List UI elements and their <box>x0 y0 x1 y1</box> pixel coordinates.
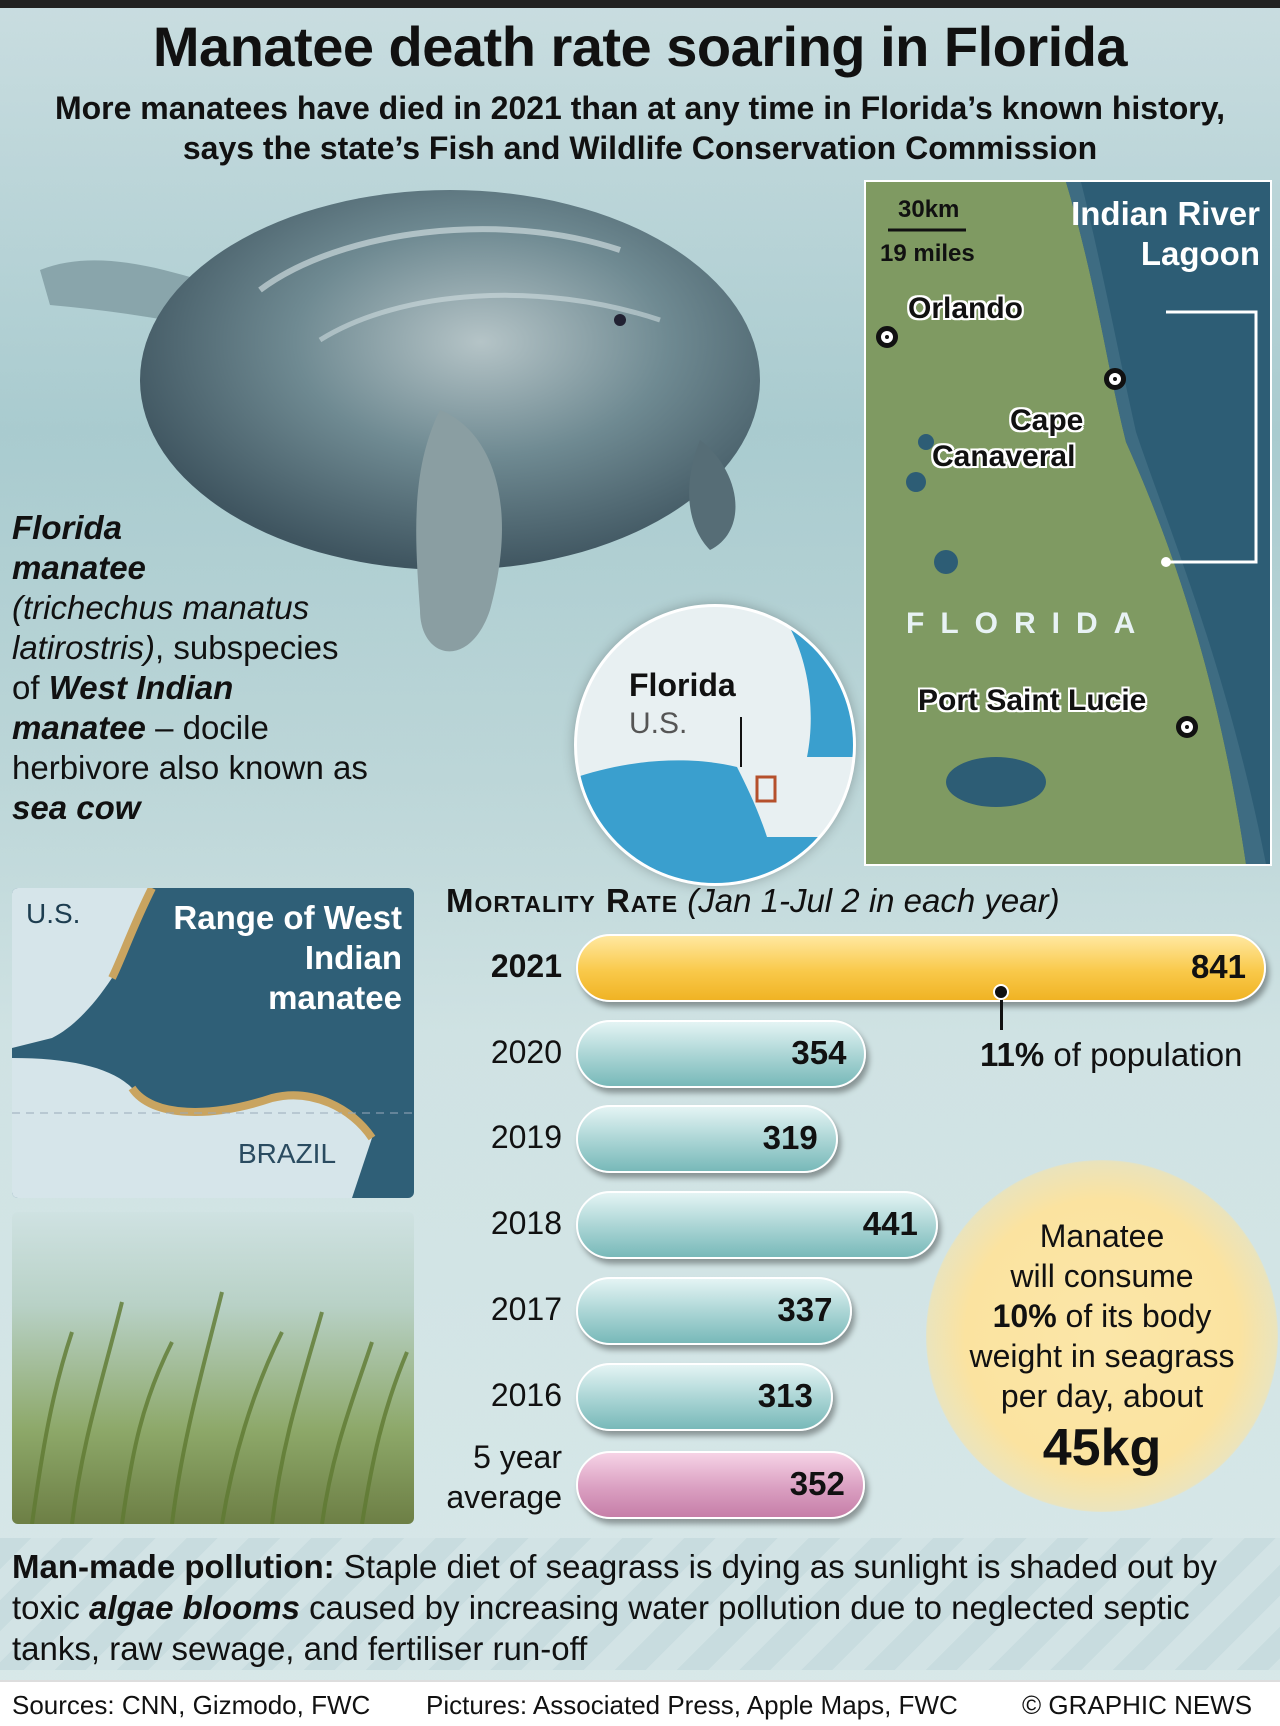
species-name-2: manatee <box>12 549 146 586</box>
species-latin: (trichechus manatus latirostris) <box>12 589 310 666</box>
pollution-t2: caused by increasing water pollution due… <box>12 1589 1190 1667</box>
seagrass-photo <box>12 1212 414 1524</box>
consume-text: Manatee will consume 10% of its body wei… <box>944 1216 1260 1416</box>
bar <box>576 934 1266 1002</box>
cape-dot <box>1104 368 1126 390</box>
florida-map-label: FLORIDA <box>906 607 1152 640</box>
port-label: Port Saint Lucie <box>918 684 1147 717</box>
chart-title-main: Mortality Rate <box>446 882 679 919</box>
year-label: 5 year average <box>446 1439 562 1515</box>
species-sub-1: subspecies of <box>12 629 339 706</box>
range-us-label: U.S. <box>26 898 81 929</box>
species-description: Florida manatee (trichechus manatus lati… <box>12 508 372 828</box>
bar-value-label: 319 <box>762 1119 818 1156</box>
locator-globe: Florida U.S. <box>574 604 856 886</box>
bar <box>576 1451 865 1519</box>
footer-credit: © GRAPHIC NEWS <box>1022 1690 1253 1720</box>
bar-value-label: 354 <box>791 1034 847 1071</box>
footer: Sources: CNN, Gizmodo, FWC Pictures: Ass… <box>0 1680 1280 1726</box>
bar <box>576 1020 867 1088</box>
cape-label-2: Canaveral <box>932 440 1076 473</box>
cape-label-1: Cape <box>1010 404 1084 437</box>
callout-percent: 11% <box>980 1036 1045 1073</box>
year-label: 2018 <box>490 1205 562 1241</box>
bar-value-label: 337 <box>777 1291 833 1328</box>
footer-pictures: Pictures: Associated Press, Apple Maps, … <box>426 1690 958 1720</box>
year-label: 2019 <box>490 1119 562 1155</box>
species-sub-name: West Indian manatee <box>12 669 234 746</box>
page-subtitle: More manatees have died in 2021 than at … <box>54 90 1226 166</box>
range-map: U.S. Range of West Indian manatee BRAZIL <box>12 888 414 1198</box>
bar-value-label: 441 <box>862 1205 918 1242</box>
population-callout: 11% of population <box>980 1036 1270 1074</box>
species-sub-2: – docile herbivore also known as <box>12 709 368 786</box>
map-terrain <box>866 182 1266 864</box>
pollution-lead: Man-made pollution: <box>12 1548 335 1585</box>
chart-title: Mortality Rate (Jan 1-Jul 2 in each year… <box>446 882 1060 920</box>
scale-miles: 19 miles <box>880 240 975 267</box>
bar <box>576 1191 938 1259</box>
range-brazil-label: BRAZIL <box>238 1138 337 1169</box>
bar-value-label: 313 <box>757 1377 813 1414</box>
bar <box>576 1105 838 1173</box>
consume-bubble <box>926 1160 1278 1512</box>
bar <box>576 1277 853 1345</box>
year-label: 2017 <box>490 1291 562 1327</box>
year-label: 2021 <box>490 948 562 984</box>
consume-amount: 45kg <box>1042 1419 1162 1477</box>
chart-title-sub: (Jan 1-Jul 2 in each year) <box>687 882 1060 919</box>
globe-ocean <box>577 607 853 883</box>
bar <box>576 1363 833 1431</box>
consume-l5: per day, about <box>1000 1378 1204 1414</box>
manatee-photo <box>40 190 760 652</box>
callout-dot <box>993 984 1009 1000</box>
port-dot <box>1176 716 1198 738</box>
callout-text: of population <box>1044 1036 1243 1073</box>
species-comma: , <box>155 629 165 666</box>
globe-florida-label: Florida <box>629 667 736 703</box>
pollution-panel <box>0 1538 1280 1670</box>
page-title: Manatee death rate soaring in Florida <box>152 15 1128 78</box>
consume-l2: will consume <box>1010 1258 1194 1294</box>
top-bar <box>0 0 1280 8</box>
orlando-dot <box>876 326 898 348</box>
florida-map: 30km 19 miles Indian River Lagoon Orland… <box>864 180 1272 866</box>
bar-value-label: 352 <box>789 1465 845 1502</box>
callout-line <box>1000 990 1003 1030</box>
species-nickname: sea cow <box>12 789 141 826</box>
pollution-t1: Staple diet of seagrass is dying as sunl… <box>12 1548 1218 1626</box>
year-label: 2020 <box>490 1034 562 1070</box>
seagrass-blades <box>30 1291 409 1524</box>
footer-sources: Sources: CNN, Gizmodo, FWC <box>12 1690 371 1720</box>
range-land <box>12 888 414 1198</box>
consume-l3: of its body <box>1056 1298 1212 1334</box>
globe-us-label: U.S. <box>629 707 688 740</box>
consume-l1: Manatee <box>1039 1218 1165 1254</box>
consume-l4: weight in seagrass <box>969 1338 1235 1374</box>
pollution-text: Man-made pollution: Staple diet of seagr… <box>12 1546 1252 1669</box>
bar-value-label: 841 <box>1190 948 1246 985</box>
range-title: Range of West Indian manatee <box>173 899 402 1016</box>
orlando-label: Orlando <box>908 292 1024 325</box>
scale-km: 30km <box>898 196 960 223</box>
pollution-em: algae blooms <box>89 1589 300 1626</box>
consume-l3-bold: 10% <box>992 1298 1057 1334</box>
species-name-1: Florida <box>12 509 123 546</box>
lagoon-label: Indian River Lagoon <box>1071 195 1260 272</box>
year-label: 2016 <box>490 1377 562 1413</box>
